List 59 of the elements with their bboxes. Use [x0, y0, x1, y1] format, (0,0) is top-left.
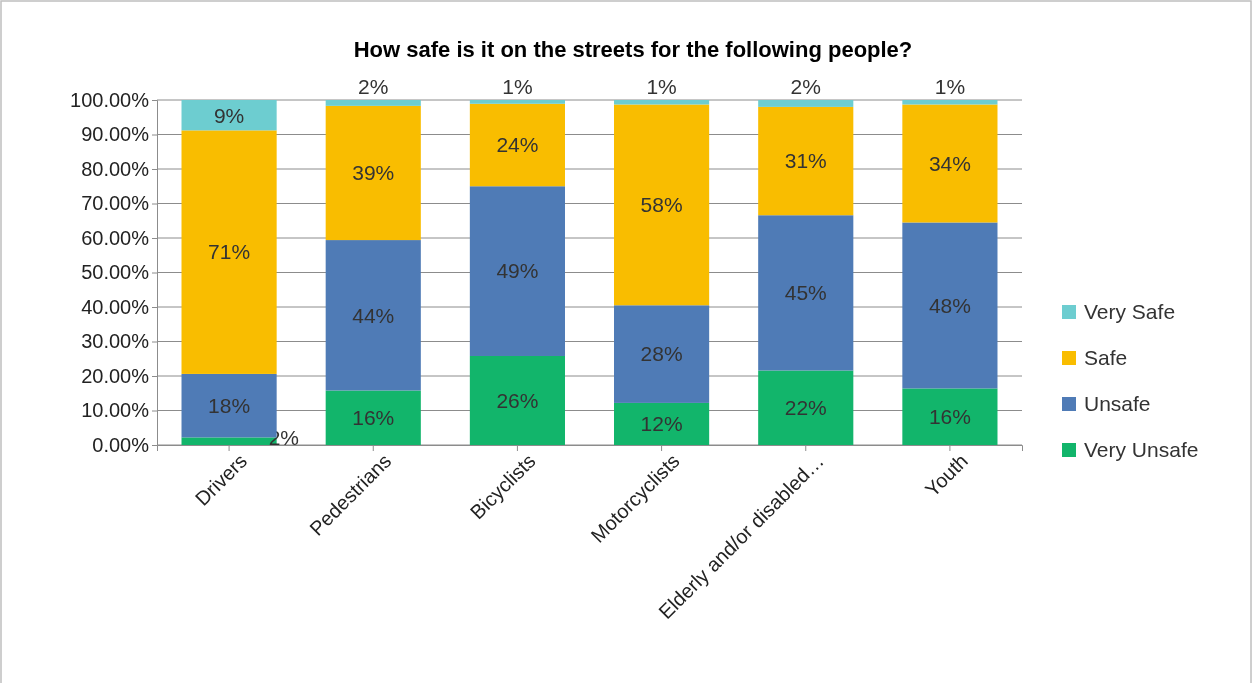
- data-label: 71%: [208, 240, 251, 264]
- data-label: 1%: [502, 75, 533, 99]
- bar: [614, 104, 710, 306]
- y-tick-label: 20.00%: [81, 364, 150, 387]
- bar: [181, 130, 277, 374]
- data-label: 49%: [496, 259, 539, 283]
- data-label: 22%: [784, 396, 827, 420]
- bar: [758, 100, 854, 107]
- data-label: 16%: [928, 405, 971, 429]
- data-label: 28%: [640, 342, 683, 366]
- y-tick-label: 100.00%: [70, 88, 150, 111]
- y-tick-label: 90.00%: [81, 123, 150, 146]
- bar: [758, 370, 854, 445]
- y-tick-label: 10.00%: [81, 399, 150, 422]
- bar: [758, 215, 854, 371]
- data-label: 2%: [790, 75, 821, 99]
- bar: [758, 106, 854, 216]
- bar: [902, 222, 998, 389]
- bar: [614, 305, 710, 403]
- y-tick-label: 50.00%: [81, 261, 150, 284]
- data-label: 9%: [213, 103, 245, 127]
- bar: [469, 103, 565, 187]
- bar: [902, 388, 998, 445]
- y-tick-label: 40.00%: [81, 295, 150, 318]
- data-label: 2%: [358, 75, 389, 99]
- legend-label: Safe: [1084, 346, 1128, 370]
- bar: [325, 100, 421, 106]
- data-label: 12%: [640, 412, 683, 436]
- bar: [325, 240, 421, 391]
- data-label: 18%: [208, 394, 251, 418]
- data-label: 58%: [640, 193, 683, 217]
- y-tick-label: 0.00%: [92, 433, 150, 456]
- chart-title: How safe is it on the streets for the following people?: [353, 37, 913, 62]
- bar: [325, 105, 421, 241]
- data-label: 24%: [496, 133, 539, 157]
- data-label: 44%: [352, 303, 395, 327]
- y-tick-label: 80.00%: [81, 157, 150, 180]
- data-label: 16%: [352, 406, 395, 430]
- data-label: 31%: [784, 149, 827, 173]
- y-tick-label: 60.00%: [81, 226, 150, 249]
- y-tick-label: 30.00%: [81, 330, 150, 353]
- data-label: 45%: [784, 281, 827, 305]
- data-label: 34%: [928, 151, 971, 175]
- legend-label: Very Unsafe: [1084, 438, 1199, 462]
- bar: [325, 390, 421, 445]
- legend-label: Very Safe: [1084, 300, 1176, 324]
- bar: [469, 100, 565, 104]
- data-label: 39%: [352, 161, 395, 185]
- data-label: 1%: [646, 75, 677, 99]
- data-label: 1%: [934, 75, 966, 99]
- data-label: 48%: [928, 293, 971, 317]
- bar: [614, 402, 710, 445]
- bar: [181, 100, 277, 131]
- data-label: 26%: [496, 388, 539, 412]
- bar: [469, 355, 565, 445]
- y-tick-label: 70.00%: [81, 192, 150, 215]
- bar: [469, 186, 565, 356]
- bar: [902, 104, 998, 223]
- legend-label: Unsafe: [1084, 392, 1151, 416]
